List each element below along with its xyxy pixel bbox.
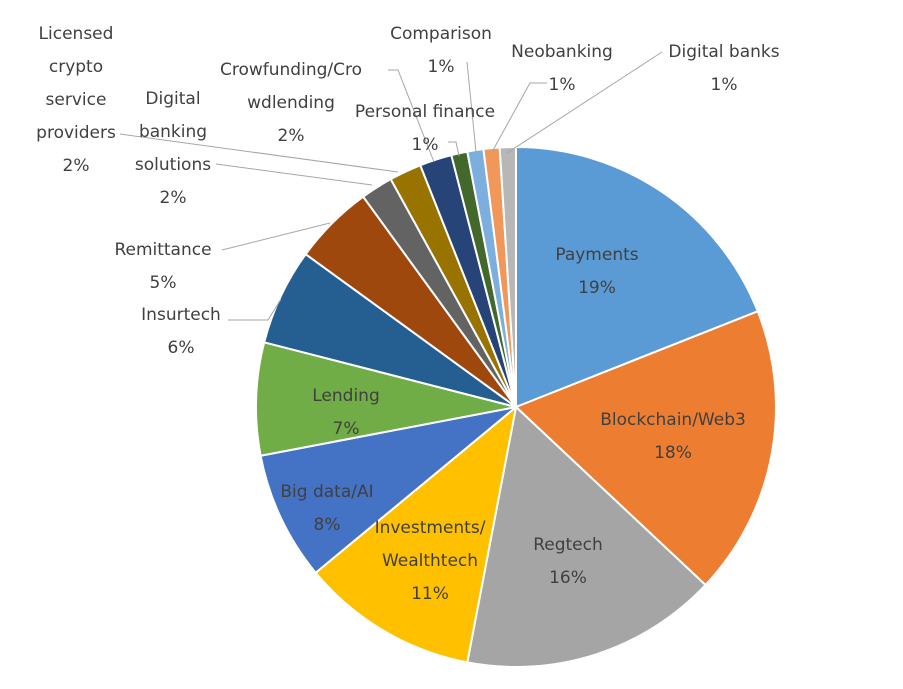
slice-value-label-10: 2% bbox=[63, 156, 90, 176]
slice-label-5: Big data/AI bbox=[280, 482, 373, 502]
leader-line-9 bbox=[215, 163, 373, 186]
slice-value-label-4: 11% bbox=[411, 584, 449, 604]
leader-lines bbox=[119, 51, 663, 321]
slice-value-label-2: 18% bbox=[654, 443, 692, 463]
slice-label-10: providers bbox=[36, 123, 116, 143]
slice-label-9: Digital bbox=[145, 89, 200, 109]
slice-value-label-15: 1% bbox=[711, 75, 738, 95]
slice-value-label-13: 1% bbox=[428, 57, 455, 77]
slice-value-label-1: 19% bbox=[578, 278, 616, 298]
slice-label-9: solutions bbox=[135, 155, 211, 175]
slice-label-7: Insurtech bbox=[141, 305, 221, 325]
slice-label-9: banking bbox=[139, 122, 207, 142]
leader-line-13 bbox=[466, 61, 477, 153]
pie-slice-5 bbox=[259, 406, 517, 575]
leader-line-12 bbox=[448, 141, 460, 157]
slice-label-6: Lending bbox=[312, 386, 380, 406]
slice-label-13: Comparison bbox=[390, 24, 492, 44]
slice-label-11: Crowfunding/Cro bbox=[220, 60, 362, 80]
pie-slices bbox=[255, 145, 777, 668]
leader-line-11 bbox=[388, 69, 435, 163]
slice-value-label-5: 8% bbox=[314, 515, 341, 535]
slice-label-2: Blockchain/Web3 bbox=[600, 410, 746, 430]
slice-value-label-6: 7% bbox=[333, 419, 360, 439]
slice-label-14: Neobanking bbox=[511, 42, 613, 62]
slice-value-label-8: 5% bbox=[150, 273, 177, 293]
slice-label-8: Remittance bbox=[114, 240, 211, 260]
leader-line-14 bbox=[491, 82, 547, 153]
slice-label-10: crypto bbox=[49, 57, 103, 77]
slice-label-12: Personal finance bbox=[355, 102, 495, 122]
pie-slice-6 bbox=[255, 341, 517, 457]
slice-label-10: Licensed bbox=[39, 24, 114, 44]
slice-label-4: Wealthtech bbox=[382, 551, 478, 571]
slice-value-label-11: 2% bbox=[278, 126, 305, 146]
leader-line-10 bbox=[119, 133, 399, 173]
pie-slice-3 bbox=[466, 405, 707, 668]
slice-label-10: service bbox=[46, 90, 107, 110]
pie-slice-1 bbox=[515, 145, 760, 409]
slice-value-label-7: 6% bbox=[168, 338, 195, 358]
pie-slice-4 bbox=[314, 404, 518, 664]
slice-label-11: wdlending bbox=[247, 93, 335, 113]
slice-label-3: Regtech bbox=[533, 535, 603, 555]
slice-value-label-14: 1% bbox=[549, 75, 576, 95]
slice-label-4: Investments/ bbox=[375, 518, 486, 538]
leader-line-15 bbox=[506, 51, 663, 154]
leader-line-7 bbox=[228, 298, 282, 321]
leader-line-8 bbox=[221, 222, 331, 251]
slice-label-15: Digital banks bbox=[668, 42, 779, 62]
slice-value-label-3: 16% bbox=[549, 568, 587, 588]
slice-label-1: Payments bbox=[555, 245, 638, 265]
slice-value-label-9: 2% bbox=[160, 188, 187, 208]
pie-slice-2 bbox=[514, 309, 777, 587]
data-labels: Payments 19% Blockchain/Web3 18% Regtech 16% I… bbox=[36, 24, 780, 604]
slice-value-label-12: 1% bbox=[412, 135, 439, 155]
